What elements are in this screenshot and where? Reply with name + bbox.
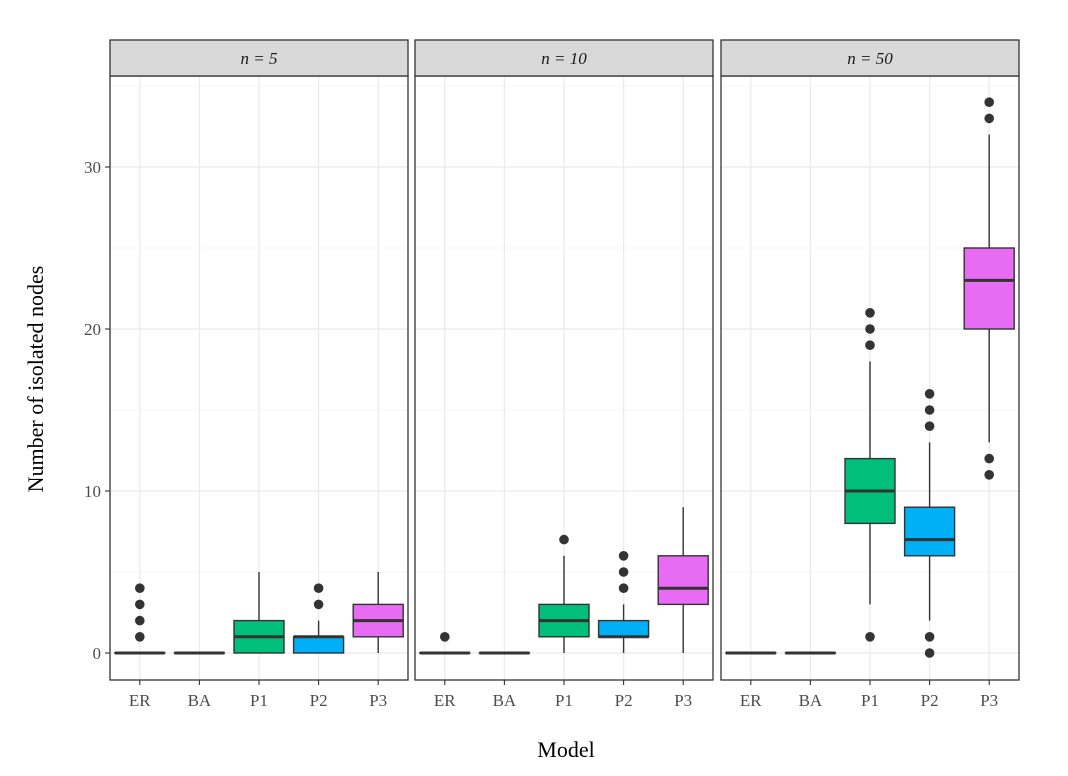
outlier-point [984,453,994,464]
box-p1 [844,308,896,642]
outlier-point [618,551,629,561]
x-tick-label: P3 [674,691,692,710]
facet-strip-label: n = 5 [241,49,278,68]
outlier-point [618,583,629,593]
box-er [114,583,166,655]
facet-panel: n = 50 ER BA P1 P2 P3 [720,39,1020,710]
x-tick-label: BA [493,691,517,710]
facet-strip-label: n = 10 [541,49,587,68]
outlier-point [135,599,145,610]
outlier-point [865,340,875,351]
facet-strip-label: n = 50 [847,49,893,68]
outlier-point [865,308,875,318]
box-p1 [538,534,590,653]
box-p3 [657,507,709,653]
outlier-point [618,567,629,577]
y-axis-title: Number of isolated nodes [23,266,48,493]
outlier-point [135,615,145,626]
outlier-point [924,405,935,415]
x-tick-label: P3 [980,691,998,710]
x-tick-label: P1 [250,691,268,710]
x-tick-label: P1 [555,691,573,710]
box-p2 [292,583,345,654]
outlier-point [924,389,935,399]
facet-strip [414,39,714,77]
y-tick-label: 30 [84,158,101,177]
x-axis-title: Model [537,737,594,762]
outlier-point [984,113,994,124]
x-tick-label: BA [799,691,823,710]
box-body [292,636,345,654]
outlier-point [924,421,935,432]
outlier-point [924,648,935,658]
y-tick-label: 10 [84,482,101,501]
x-tick-label: BA [188,691,212,710]
facet-strip [720,39,1020,77]
outlier-point [924,632,935,642]
y-tick-label: 0 [93,644,102,663]
box-p3 [352,572,404,653]
outlier-point [135,583,145,593]
outlier-point [559,534,569,545]
x-tick-label: ER [129,691,151,710]
x-tick-label: P1 [861,691,879,710]
outlier-point [984,470,994,480]
outlier-point [313,599,324,610]
outlier-point [440,632,450,642]
outlier-point [984,97,994,107]
outlier-point [865,632,875,642]
x-tick-label: P3 [369,691,387,710]
y-tick-label: 20 [84,320,101,339]
box-er [419,632,471,655]
x-tick-label: ER [434,691,456,710]
outlier-point [135,632,145,642]
outlier-point [313,583,324,593]
box-p2 [903,389,956,658]
box-body [963,247,1015,330]
facet-panel: n = 10 ER BA P1 P2 P3 [414,39,714,710]
x-tick-label: P2 [310,691,328,710]
facet-strip [109,39,409,77]
box-p1 [233,572,285,654]
x-tick-label: ER [740,691,762,710]
box-body [903,506,956,557]
x-tick-label: P2 [615,691,633,710]
x-tick-label: P2 [921,691,939,710]
box-body [597,619,650,638]
outlier-point [865,324,875,334]
box-body [657,555,709,606]
box-p2 [597,551,650,653]
facet-panel: n = 5 ER BA P1 P2 P3 [109,39,409,710]
box-p3 [963,97,1015,480]
